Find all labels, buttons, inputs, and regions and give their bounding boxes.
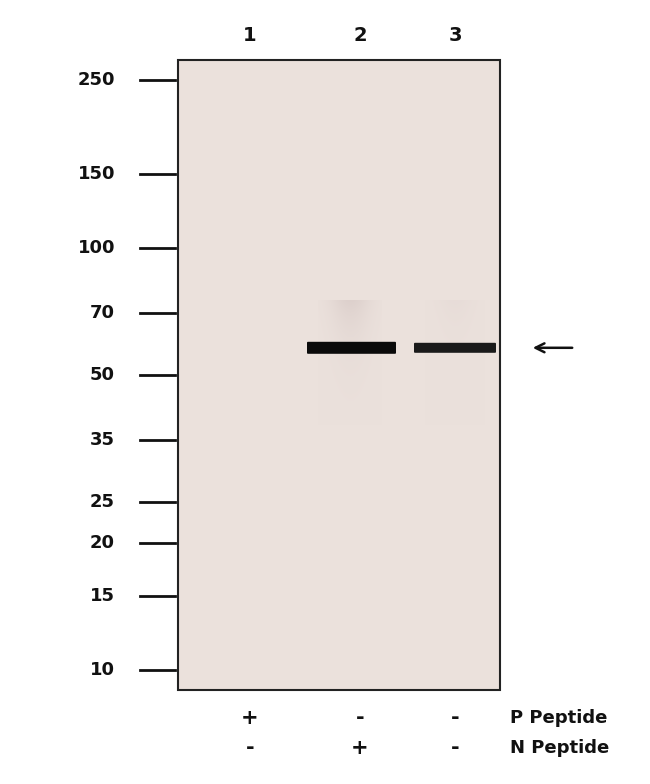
Text: 250: 250 <box>77 71 115 89</box>
Text: 3: 3 <box>448 26 461 45</box>
Text: 25: 25 <box>90 493 115 511</box>
Bar <box>178 60 500 690</box>
Text: 70: 70 <box>90 304 115 322</box>
Text: -: - <box>450 738 460 758</box>
Text: 150: 150 <box>77 165 115 183</box>
Text: 35: 35 <box>90 431 115 449</box>
Text: -: - <box>450 708 460 728</box>
Text: 100: 100 <box>77 239 115 257</box>
FancyBboxPatch shape <box>307 342 396 354</box>
Text: 50: 50 <box>90 366 115 384</box>
Text: P Peptide: P Peptide <box>510 709 607 727</box>
Text: N Peptide: N Peptide <box>510 739 609 757</box>
Text: +: + <box>351 738 369 758</box>
Text: 15: 15 <box>90 586 115 604</box>
FancyBboxPatch shape <box>414 343 496 353</box>
Text: 1: 1 <box>243 26 257 45</box>
Text: 10: 10 <box>90 661 115 679</box>
Text: 2: 2 <box>353 26 367 45</box>
Text: -: - <box>246 738 254 758</box>
Text: -: - <box>356 708 364 728</box>
Text: +: + <box>241 708 259 728</box>
Text: 20: 20 <box>90 534 115 552</box>
